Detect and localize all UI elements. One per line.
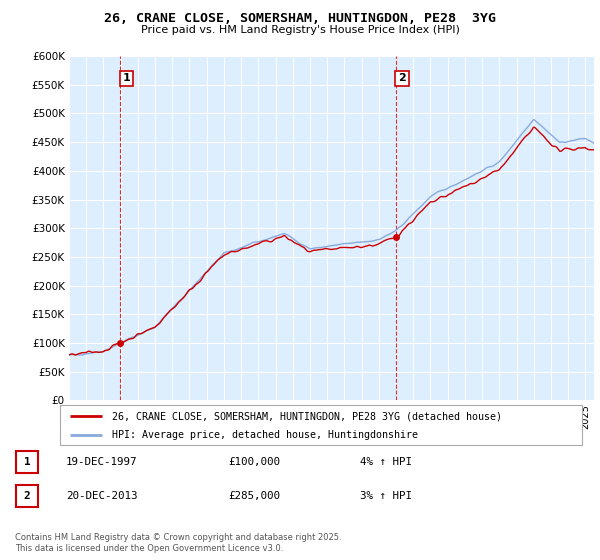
Text: 3% ↑ HPI: 3% ↑ HPI: [360, 491, 412, 501]
Text: £100,000: £100,000: [228, 457, 280, 467]
FancyBboxPatch shape: [16, 484, 38, 507]
Text: 2: 2: [398, 73, 406, 83]
Text: 20-DEC-2013: 20-DEC-2013: [66, 491, 137, 501]
Text: Contains HM Land Registry data © Crown copyright and database right 2025.
This d: Contains HM Land Registry data © Crown c…: [15, 533, 341, 553]
Text: 4% ↑ HPI: 4% ↑ HPI: [360, 457, 412, 467]
FancyBboxPatch shape: [60, 405, 582, 445]
Text: 1: 1: [123, 73, 130, 83]
Text: 2: 2: [23, 491, 31, 501]
Text: £285,000: £285,000: [228, 491, 280, 501]
Text: 26, CRANE CLOSE, SOMERSHAM, HUNTINGDON, PE28 3YG (detached house): 26, CRANE CLOSE, SOMERSHAM, HUNTINGDON, …: [112, 411, 502, 421]
Text: Price paid vs. HM Land Registry's House Price Index (HPI): Price paid vs. HM Land Registry's House …: [140, 25, 460, 35]
Text: HPI: Average price, detached house, Huntingdonshire: HPI: Average price, detached house, Hunt…: [112, 430, 418, 440]
Text: 26, CRANE CLOSE, SOMERSHAM, HUNTINGDON, PE28  3YG: 26, CRANE CLOSE, SOMERSHAM, HUNTINGDON, …: [104, 12, 496, 25]
Text: 19-DEC-1997: 19-DEC-1997: [66, 457, 137, 467]
Text: 1: 1: [23, 457, 31, 467]
FancyBboxPatch shape: [16, 451, 38, 473]
